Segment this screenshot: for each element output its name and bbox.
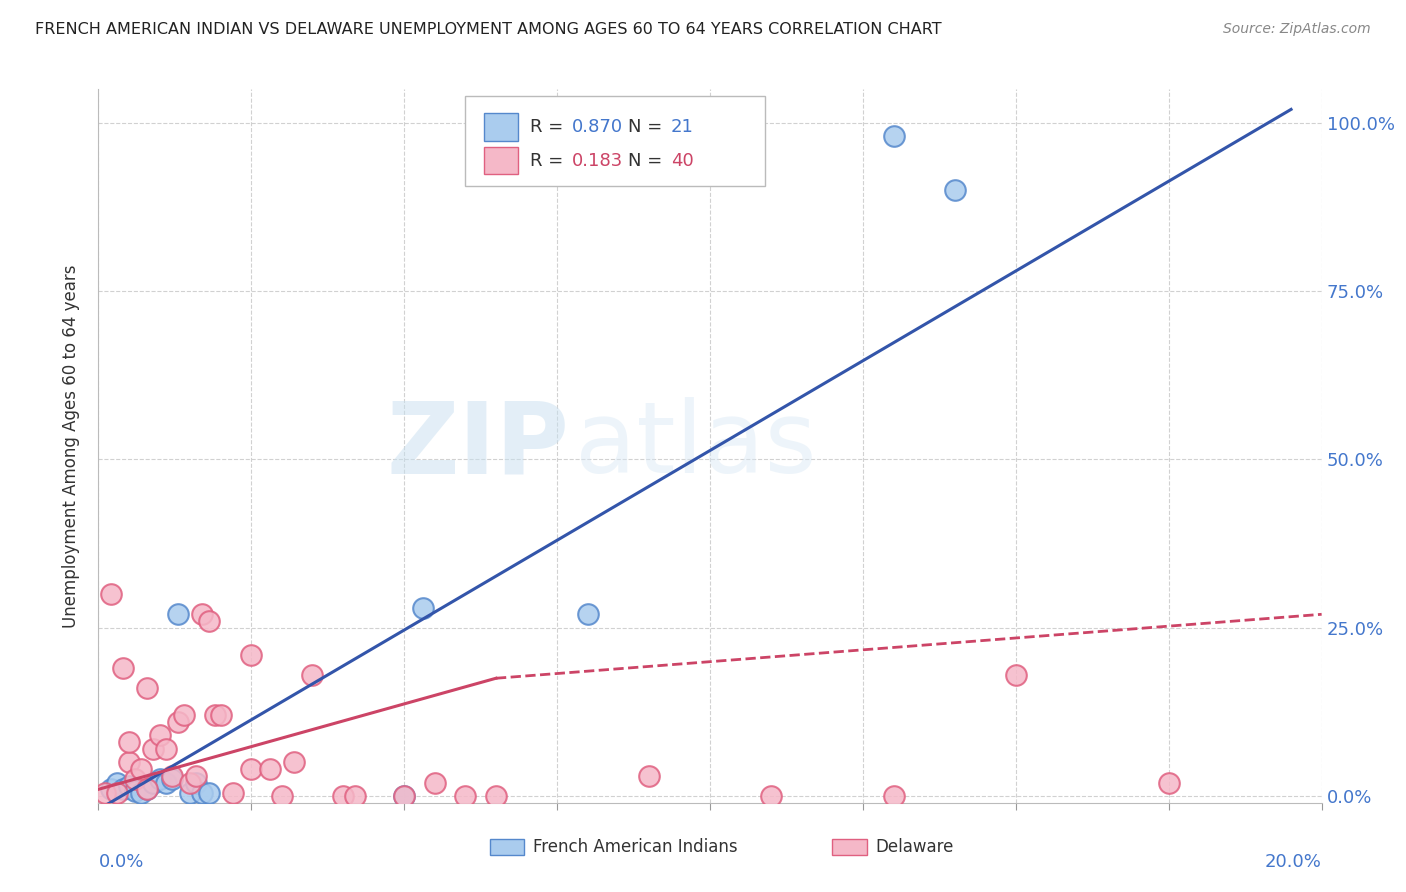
Point xyxy=(93,786,115,800)
Point xyxy=(1157,775,1180,789)
FancyBboxPatch shape xyxy=(484,113,517,141)
Point xyxy=(124,772,146,787)
Point xyxy=(759,789,782,803)
Point xyxy=(167,714,190,729)
Point xyxy=(943,183,966,197)
Point xyxy=(118,735,141,749)
Point xyxy=(270,789,292,803)
Point xyxy=(149,729,172,743)
Point xyxy=(883,789,905,803)
Point xyxy=(118,779,141,793)
Text: R =: R = xyxy=(530,118,569,136)
Point xyxy=(160,769,183,783)
Text: 0.870: 0.870 xyxy=(572,118,623,136)
Text: N =: N = xyxy=(628,118,668,136)
Text: atlas: atlas xyxy=(575,398,817,494)
Point xyxy=(105,775,128,789)
Point xyxy=(392,789,416,803)
Point xyxy=(129,762,152,776)
FancyBboxPatch shape xyxy=(832,839,866,855)
Point xyxy=(883,129,905,144)
Point xyxy=(105,786,128,800)
Point xyxy=(129,786,152,800)
Point xyxy=(167,607,190,622)
Point xyxy=(155,742,177,756)
Point xyxy=(197,614,219,628)
Point xyxy=(191,786,214,800)
Point xyxy=(118,756,141,770)
Point xyxy=(136,782,159,797)
Point xyxy=(485,789,508,803)
Point xyxy=(191,607,214,622)
Point xyxy=(197,786,219,800)
Point xyxy=(100,782,122,797)
Point xyxy=(392,789,416,803)
Point xyxy=(222,786,245,800)
Text: 20.0%: 20.0% xyxy=(1265,853,1322,871)
Point xyxy=(209,708,232,723)
Point xyxy=(111,782,134,797)
Point xyxy=(179,775,201,789)
Text: French American Indians: French American Indians xyxy=(533,838,737,856)
Text: Delaware: Delaware xyxy=(875,838,953,856)
FancyBboxPatch shape xyxy=(465,96,765,186)
Point xyxy=(186,775,208,789)
Point xyxy=(283,756,305,770)
FancyBboxPatch shape xyxy=(489,839,524,855)
Point xyxy=(142,775,165,789)
FancyBboxPatch shape xyxy=(484,147,517,174)
Y-axis label: Unemployment Among Ages 60 to 64 years: Unemployment Among Ages 60 to 64 years xyxy=(62,264,80,628)
Point xyxy=(136,782,159,797)
Text: 21: 21 xyxy=(671,118,693,136)
Point xyxy=(240,648,263,662)
Point xyxy=(155,775,177,789)
Point xyxy=(412,600,434,615)
Text: N =: N = xyxy=(628,152,668,169)
Point xyxy=(111,661,134,675)
Point xyxy=(637,769,661,783)
Point xyxy=(142,742,165,756)
Point xyxy=(344,789,367,803)
Text: ZIP: ZIP xyxy=(387,398,569,494)
Point xyxy=(179,786,201,800)
Point xyxy=(576,607,599,622)
Point xyxy=(173,708,195,723)
Point xyxy=(204,708,226,723)
Point xyxy=(240,762,263,776)
Point xyxy=(423,775,446,789)
Point xyxy=(259,762,281,776)
Text: 40: 40 xyxy=(671,152,693,169)
Text: 0.183: 0.183 xyxy=(572,152,623,169)
Point xyxy=(160,772,183,787)
Point xyxy=(100,587,122,601)
Point xyxy=(1004,668,1026,682)
Point xyxy=(124,783,146,797)
Point xyxy=(454,789,477,803)
Point xyxy=(149,772,172,787)
Text: 0.0%: 0.0% xyxy=(98,853,143,871)
Point xyxy=(301,668,323,682)
Text: R =: R = xyxy=(530,152,575,169)
Point xyxy=(186,769,208,783)
Point xyxy=(136,681,159,696)
Text: FRENCH AMERICAN INDIAN VS DELAWARE UNEMPLOYMENT AMONG AGES 60 TO 64 YEARS CORREL: FRENCH AMERICAN INDIAN VS DELAWARE UNEMP… xyxy=(35,22,942,37)
Text: Source: ZipAtlas.com: Source: ZipAtlas.com xyxy=(1223,22,1371,37)
Point xyxy=(332,789,354,803)
